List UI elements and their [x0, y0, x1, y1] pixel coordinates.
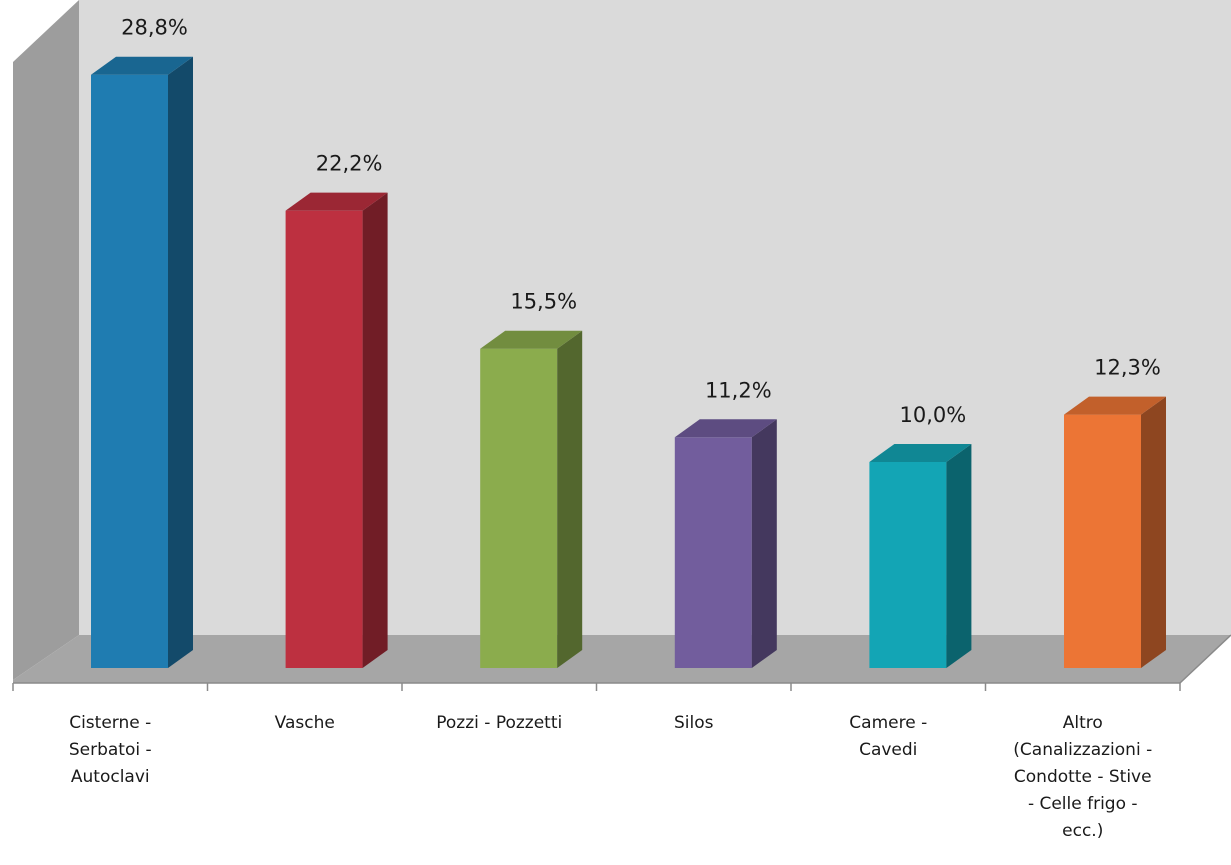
bar-front — [869, 462, 947, 668]
category-label: Pozzi - Pozzetti — [436, 713, 562, 733]
bar — [674, 419, 777, 668]
category-label: Altro (Canalizzazioni -Condotte - Stive - … — [1013, 713, 1152, 841]
bar-side — [362, 192, 388, 668]
value-label: 22,2% — [316, 152, 383, 176]
bar-side — [751, 419, 777, 668]
x-axis-ticks — [12, 683, 1181, 691]
bar-front — [91, 74, 168, 669]
bar-side — [168, 56, 193, 669]
bar-top — [91, 56, 193, 75]
bar — [869, 444, 972, 668]
chart-back-wall — [79, 0, 1231, 635]
bar-front — [480, 348, 558, 668]
bar-side — [1141, 396, 1166, 668]
bar-top — [869, 444, 972, 462]
bar-top — [480, 330, 583, 349]
bar-top — [285, 192, 388, 211]
bar-front — [1064, 414, 1141, 668]
value-label: 10,0% — [900, 403, 967, 427]
bar — [91, 56, 193, 669]
category-label: Silos — [674, 713, 714, 733]
category-label: Cisterne -Serbatoi -Autoclavi — [69, 713, 152, 787]
value-label: 15,5% — [510, 290, 577, 314]
bar-front — [285, 210, 363, 668]
bar-side — [946, 444, 972, 668]
category-label: Vasche — [275, 713, 335, 733]
value-labels: 28,8% 22,2% 15,5% 11,2% 10,0% 12,3% — [121, 16, 1161, 427]
bar — [480, 330, 583, 668]
bar-top — [674, 419, 777, 438]
bar-top — [1064, 396, 1166, 415]
chart-floor — [13, 635, 1231, 683]
bars — [91, 56, 1166, 669]
bar-side — [557, 330, 583, 668]
value-label: 12,3% — [1094, 356, 1161, 380]
chart-side-wall — [13, 0, 79, 680]
bar — [1064, 396, 1166, 668]
category-labels: Cisterne -Serbatoi -Autoclavi Vasche Pozzi… — [69, 713, 1152, 841]
bar — [285, 192, 388, 668]
bar-front — [674, 437, 752, 668]
category-label: Camere -Cavedi — [849, 713, 927, 760]
value-label: 28,8% — [121, 16, 188, 40]
chart-floor-edge — [1179, 634, 1231, 684]
value-label: 11,2% — [705, 378, 772, 402]
